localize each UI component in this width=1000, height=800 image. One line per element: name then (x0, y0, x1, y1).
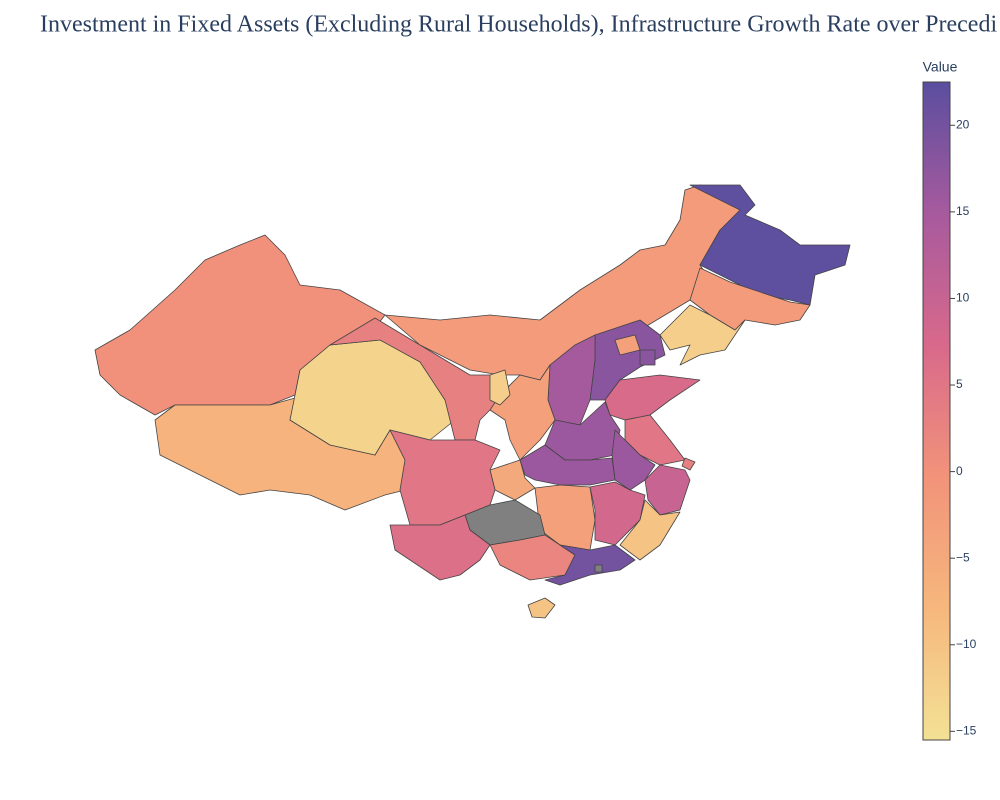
region (389, 514, 491, 581)
region (644, 464, 691, 516)
chart-title: Investment in Fixed Assets (Excluding Ru… (40, 12, 997, 38)
colorbar (922, 81, 951, 741)
colorbar-tick-label: 15 (956, 204, 970, 218)
region (527, 597, 556, 619)
colorbar-title: Value (923, 59, 958, 75)
colorbar-tick-label: 0 (956, 464, 963, 478)
colorbar-tick-label: 10 (956, 291, 970, 305)
map (94, 184, 851, 619)
region (389, 429, 501, 526)
colorbar-tick-label: −5 (956, 550, 970, 564)
region (639, 349, 656, 366)
region (594, 564, 603, 573)
colorbar-tick-label: 20 (956, 117, 970, 131)
region (689, 267, 811, 331)
colorbar-tick-label: 5 (956, 377, 963, 391)
region (689, 184, 851, 306)
colorbar-tick-label: −15 (956, 724, 977, 738)
region (519, 444, 616, 486)
region (681, 457, 696, 471)
region (659, 304, 746, 366)
region (604, 374, 701, 421)
region (489, 369, 511, 406)
region (544, 544, 636, 586)
colorbar-ticks: 20 15 10 5 0 −5 −10 −15 (950, 117, 977, 738)
region (619, 499, 681, 561)
colorbar-tick-label: −10 (956, 637, 977, 651)
